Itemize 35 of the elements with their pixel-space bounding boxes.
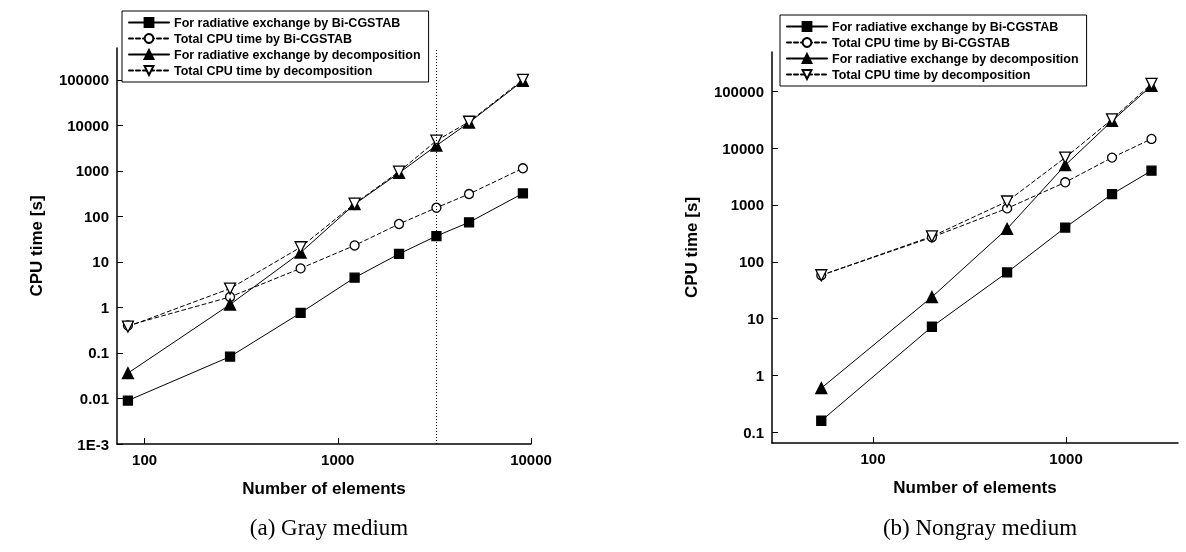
legend-label: Total CPU time by Bi-CGSTAB [832,35,1011,50]
y-axis-title: CPU time [s] [27,195,46,297]
text: (a) Gray medium [249,515,409,540]
y-tick-label: 10 [747,310,764,328]
text: (b) Nongray medium [882,515,1078,540]
y-tick-label: 10000 [722,139,764,157]
x-axis-title: Number of elements [242,479,406,498]
y-tick-label: 1 [755,367,764,385]
y-tick-label: 100000 [58,71,109,89]
x-tick-label: 100 [132,451,158,468]
y-tick-label: 1E-3 [77,435,109,453]
y-axis-title: CPU time [s] [682,196,701,299]
legend-label: Total CPU time by decomposition [174,63,373,78]
y-tick-label: 1000 [75,162,109,180]
x-tick-label: 10000 [510,451,552,468]
y-tick-label: 1 [100,298,109,316]
legend-label: For radiative exchange by decomposition [174,47,421,62]
y-tick-label: 0.1 [88,344,109,362]
x-tick-label: 100 [860,450,886,467]
y-tick-label: 1000 [730,196,764,214]
legend-label: Total CPU time by decomposition [832,67,1031,82]
x-axis-title: Number of elements [893,478,1057,497]
y-tick-label: 100 [738,253,764,271]
legend-label: For radiative exchange by decomposition [832,51,1079,66]
legend-label: For radiative exchange by Bi-CGSTAB [174,15,401,30]
y-tick-label: 0.01 [79,389,109,407]
x-tick-label: 1000 [321,451,355,468]
y-tick-label: 100000 [713,82,764,100]
y-tick-label: 10 [92,253,109,271]
y-tick-label: 0.1 [743,423,764,441]
legend-label: Total CPU time by Bi-CGSTAB [174,31,353,46]
y-tick-label: 10000 [67,116,109,134]
y-tick-label: 100 [83,207,109,225]
x-tick-label: 1000 [1049,450,1083,467]
legend-label: For radiative exchange by Bi-CGSTAB [832,19,1059,34]
